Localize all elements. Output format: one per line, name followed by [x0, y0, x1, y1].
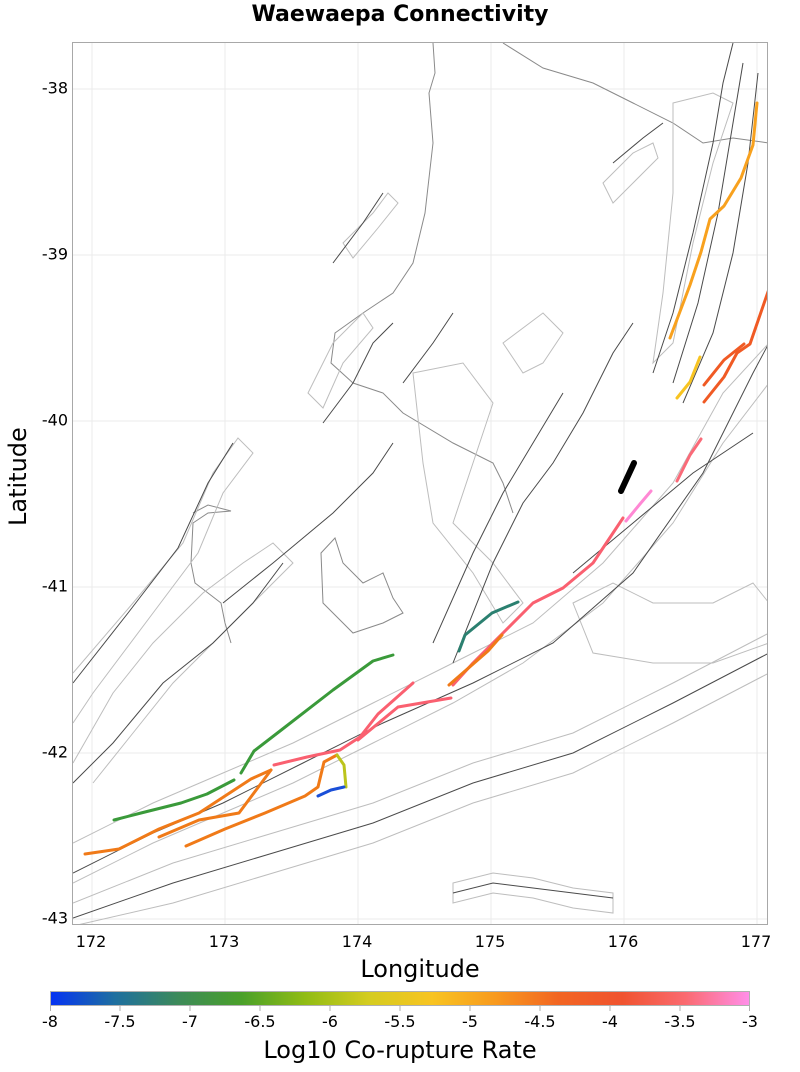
colorbar-tick: -5 [462, 1012, 478, 1031]
colorbar-tick: -5.5 [384, 1012, 416, 1031]
y-tick: -39 [41, 244, 68, 264]
x-tick: 175 [474, 932, 506, 951]
colorbar-tick: -8 [42, 1012, 58, 1031]
colorbar-tick: -3.5 [664, 1012, 696, 1031]
x-tick: 177 [740, 932, 772, 951]
x-tick: 174 [341, 932, 373, 951]
fault-section-boxes [73, 92, 767, 924]
x-axis-label: Longitude [360, 955, 480, 983]
colorbar-tick: -7 [182, 1012, 198, 1031]
y-tick: -40 [41, 410, 68, 430]
colorbar-tick: -6 [322, 1012, 338, 1031]
x-tick: 176 [607, 932, 639, 951]
y-tick: -41 [41, 576, 68, 596]
map-plot-area [72, 42, 768, 925]
x-tick: 172 [75, 932, 107, 951]
y-axis-label: Latitude [4, 427, 32, 526]
map-canvas [73, 43, 767, 924]
x-tick: 173 [208, 932, 240, 951]
y-tick: -38 [41, 78, 68, 98]
y-tick: -42 [41, 742, 68, 762]
chart-title: Waewaepa Connectivity [251, 2, 549, 27]
coastline [190, 43, 767, 644]
colorbar-tick: -4.5 [524, 1012, 556, 1031]
highlighted-sections [83, 101, 767, 856]
y-tick: -43 [41, 908, 68, 928]
colorbar-ticks [50, 1006, 750, 1011]
colorbar [50, 991, 750, 1006]
fault-traces [73, 43, 767, 919]
colorbar-tick: -7.5 [104, 1012, 136, 1031]
colorbar-tick: -6.5 [244, 1012, 276, 1031]
colorbar-tick: -3 [742, 1012, 758, 1031]
colorbar-label: Log10 Co-rupture Rate [263, 1036, 537, 1064]
colorbar-tick: -4 [602, 1012, 618, 1031]
